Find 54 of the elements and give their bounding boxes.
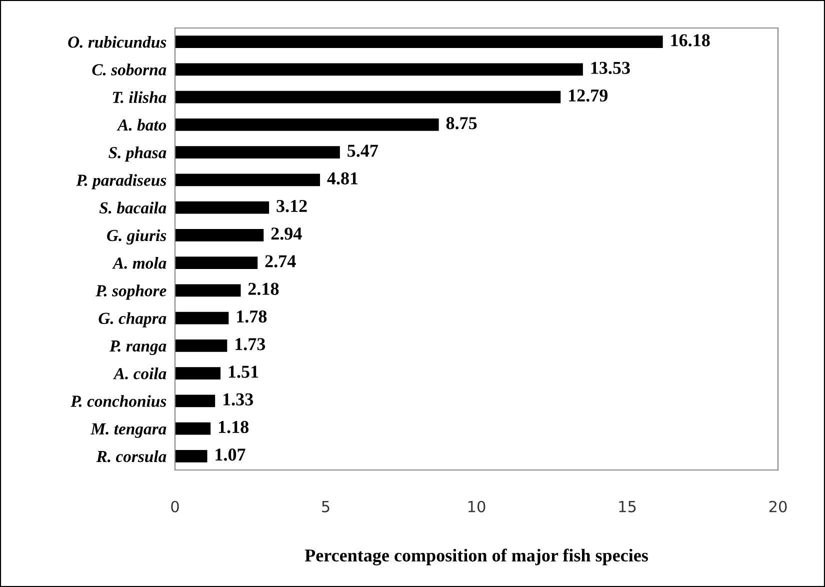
data-label: 12.79 [569,89,608,102]
bar [175,284,241,297]
data-label: 16.18 [671,34,710,46]
data-label: 1.78 [237,310,267,323]
bar [175,339,228,352]
y-tick-label: A. coila [113,368,166,380]
y-tick-label: T. ilisha [112,91,166,104]
data-label: 1.07 [216,448,246,461]
y-tick-label: G. giuris [107,229,166,245]
y-tick-label: S. bacaila [99,202,166,214]
x-tick-label: 5 [322,501,330,512]
bar [175,256,258,270]
data-label: 3.12 [276,200,307,212]
data-label: 2.74 [265,255,296,268]
bar [175,118,439,131]
data-label: 8.75 [446,117,477,130]
data-label: 1.51 [228,366,258,378]
y-tick-label: A. bato [116,118,166,131]
x-tick-label: 0 [171,500,179,512]
data-label: 1.18 [218,420,249,434]
y-tick-label: G. chapra [98,312,166,328]
y-tick-label: P. paradiseus [76,174,166,190]
bar [175,312,229,324]
x-tick-label: 15 [619,501,636,512]
bar [175,90,561,104]
data-label: 13.53 [591,62,630,74]
bar [175,146,340,159]
y-tick-label: M. tengara [90,423,166,438]
bar [175,36,663,48]
y-tick-label: S. phasa [108,146,166,162]
y-tick-label: O. rubicundus [68,36,166,48]
data-label: 2.18 [248,282,279,296]
bar [175,201,270,214]
data-label: 1.73 [236,338,266,350]
bar [175,450,208,462]
data-label: 4.81 [327,172,358,185]
y-tick-label: P. ranga [110,340,166,356]
x-axis-title: Percentage composition of major fish species [304,548,648,566]
y-tick-label: A. mola [112,257,166,269]
y-tick-label: P. sophore [96,284,166,300]
bar [175,228,264,242]
bar [175,367,221,380]
y-tick-label: P. conchonius [70,395,166,407]
data-label: 5.47 [348,144,378,157]
data-label: 2.94 [271,228,302,240]
x-tick-label: 10 [468,500,486,512]
y-tick-label: R. corsula [96,450,166,462]
bar [175,63,583,76]
bar [175,174,320,186]
bar [175,422,211,435]
bar [175,394,216,408]
y-tick-label: C. soborna [92,64,166,76]
data-label: 1.33 [223,393,254,406]
x-tick-label: 20 [769,500,787,512]
